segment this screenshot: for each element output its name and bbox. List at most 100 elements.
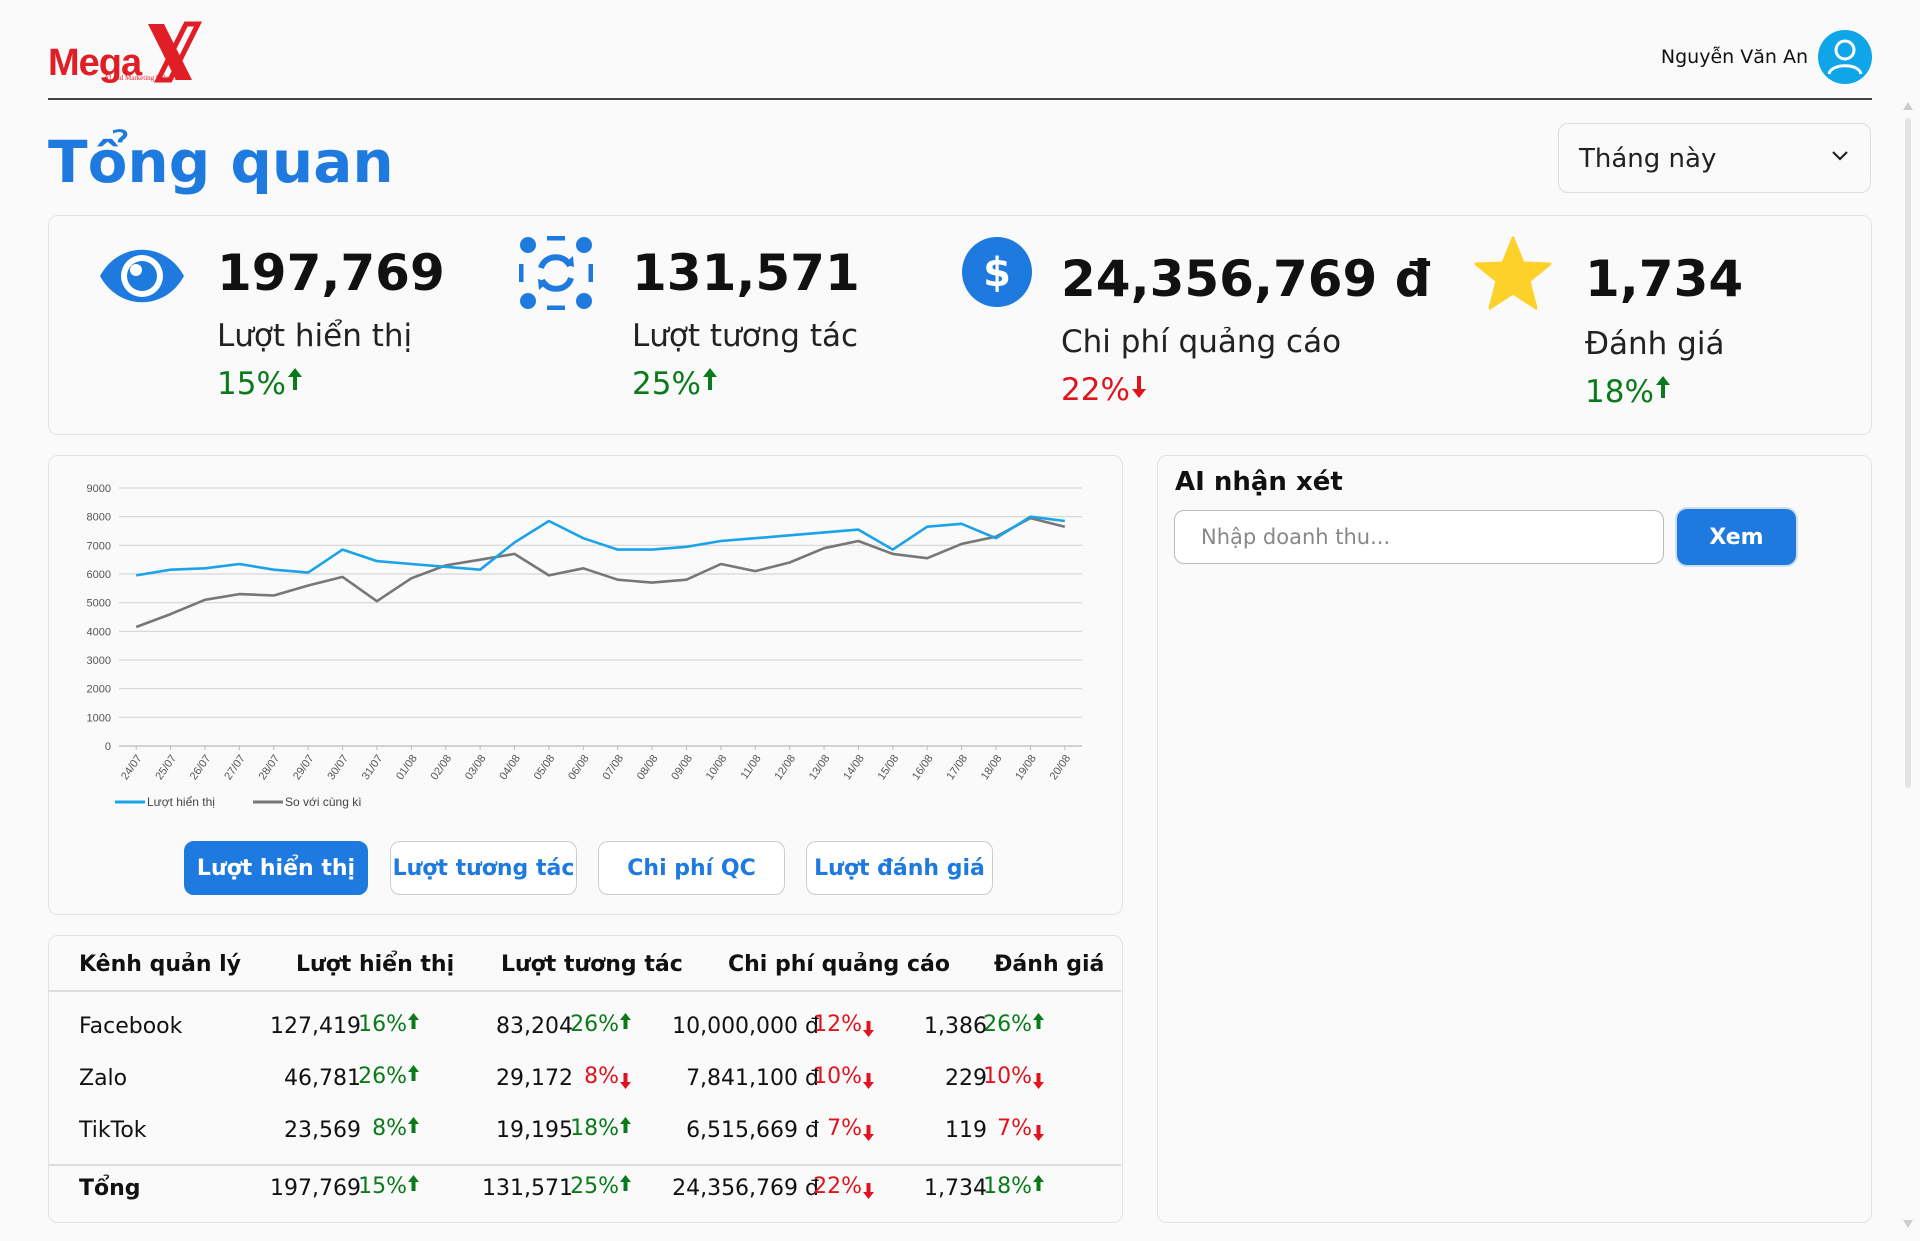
y-tick-label: 5000 xyxy=(87,598,111,610)
period-select-value: Tháng này xyxy=(1579,144,1717,174)
col-header-interactions: Lượt tương tác xyxy=(501,952,683,977)
scrollbar[interactable] xyxy=(1903,100,1913,1230)
star-icon xyxy=(1474,236,1552,310)
header-divider-line xyxy=(49,990,1121,992)
rating-change: 10% xyxy=(983,1064,1045,1090)
x-tick-label: 31/07 xyxy=(360,753,386,782)
arrow-down-icon xyxy=(863,1021,874,1037)
x-tick-label: 19/08 xyxy=(1013,753,1039,782)
cost-change: 12% xyxy=(813,1012,875,1038)
arrow-down-icon xyxy=(863,1183,874,1199)
arrow-down-icon xyxy=(863,1073,874,1089)
col-header-channel: Kênh quản lý xyxy=(79,952,242,977)
series-line xyxy=(135,515,1065,577)
cost-change: 22% xyxy=(813,1174,875,1200)
page-title: Tổng quan xyxy=(48,128,394,196)
col-header-rating: Đánh giá xyxy=(994,952,1105,977)
kpi-interactions-value: 131,571 xyxy=(632,244,860,302)
chevron-down-icon xyxy=(1832,151,1848,161)
inter-change: 25% xyxy=(570,1174,632,1199)
arrow-up-icon xyxy=(408,1065,419,1081)
y-tick-label: 4000 xyxy=(87,626,111,638)
dollar-icon: $ xyxy=(962,237,1032,307)
brand-logo[interactable]: Mega AI and Marketing Solutions xyxy=(48,20,208,90)
x-tick-label: 24/07 xyxy=(119,753,145,782)
x-tick-label: 27/07 xyxy=(222,753,248,782)
inter-value: 83,204 xyxy=(496,1014,573,1039)
kpi-views-change: 15% xyxy=(217,366,304,402)
kpi-summary-card: 197,769 Lượt hiển thị 15% 131,571 Lượt t… xyxy=(48,215,1872,435)
channel-name: Tổng xyxy=(79,1176,141,1201)
channel-table: Kênh quản lý Lượt hiển thị Lượt tương tá… xyxy=(48,935,1123,1223)
x-tick-label: 15/08 xyxy=(876,753,902,782)
user-name[interactable]: Nguyễn Văn An xyxy=(1660,46,1808,68)
arrow-down-icon xyxy=(863,1125,874,1141)
ai-panel: AI nhận xét Xem xyxy=(1157,455,1872,1223)
inter-value: 131,571 xyxy=(482,1176,573,1201)
tab-ratings[interactable]: Lượt đánh giá xyxy=(806,841,993,895)
series-line xyxy=(135,516,1066,629)
x-tick-label: 06/08 xyxy=(566,753,592,782)
rating-value: 119 xyxy=(945,1118,987,1143)
header-divider xyxy=(48,98,1872,100)
logo-x-icon xyxy=(148,21,202,83)
y-tick-label: 3000 xyxy=(87,655,111,667)
views-value: 23,569 xyxy=(284,1118,361,1143)
rating-value: 1,386 xyxy=(924,1014,987,1039)
x-tick-label: 17/08 xyxy=(944,753,970,782)
x-tick-label: 29/07 xyxy=(291,753,317,782)
rating-change: 7% xyxy=(997,1116,1045,1142)
revenue-input[interactable] xyxy=(1174,510,1664,564)
period-select[interactable]: Tháng này xyxy=(1558,123,1871,193)
kpi-cost-label: Chi phí quảng cáo xyxy=(1061,324,1342,360)
x-tick-label: 10/08 xyxy=(704,753,730,782)
arrow-up-icon xyxy=(620,1013,631,1029)
x-tick-label: 26/07 xyxy=(188,753,214,782)
x-tick-label: 08/08 xyxy=(635,753,661,782)
inter-change: 18% xyxy=(570,1116,632,1141)
cost-value: 24,356,769 đ xyxy=(672,1176,819,1201)
view-button[interactable]: Xem xyxy=(1677,509,1796,565)
kpi-views-label: Lượt hiển thị xyxy=(217,318,413,354)
kpi-cost-change: 22% xyxy=(1061,372,1148,408)
x-tick-label: 28/07 xyxy=(257,753,283,782)
y-tick-label: 8000 xyxy=(87,512,111,524)
kpi-rating-value: 1,734 xyxy=(1585,250,1744,308)
x-tick-label: 13/08 xyxy=(807,753,833,782)
tab-interactions[interactable]: Lượt tương tác xyxy=(390,841,577,895)
x-tick-label: 01/08 xyxy=(394,753,420,782)
user-avatar-icon[interactable] xyxy=(1818,30,1872,84)
inter-value: 29,172 xyxy=(496,1066,573,1091)
kpi-interactions-change: 25% xyxy=(632,366,719,402)
x-tick-label: 07/08 xyxy=(601,753,627,782)
x-tick-label: 14/08 xyxy=(841,753,867,782)
views-change: 15% xyxy=(358,1174,420,1199)
views-change: 8% xyxy=(372,1116,420,1141)
legend-label: So với cùng kì xyxy=(285,795,362,809)
arrow-up-icon xyxy=(1655,376,1670,398)
x-tick-label: 12/08 xyxy=(772,753,798,782)
views-value: 127,419 xyxy=(270,1014,361,1039)
tab-views[interactable]: Lượt hiển thị xyxy=(184,841,368,895)
x-tick-label: 25/07 xyxy=(153,753,179,782)
chart-card: 0 1000 2000 3000 4000 5000 6000 7000 8000 9000 24/… xyxy=(48,455,1123,915)
y-tick-label: 2000 xyxy=(87,684,111,696)
tab-ad-cost[interactable]: Chi phí QC xyxy=(598,841,785,895)
brand-name: Mega xyxy=(48,42,142,84)
y-tick-label: 1000 xyxy=(87,712,111,724)
x-tick-label: 20/08 xyxy=(1048,753,1074,782)
inter-change: 26% xyxy=(570,1012,632,1037)
views-change: 26% xyxy=(358,1064,420,1089)
x-tick-label: 09/08 xyxy=(669,753,695,782)
kpi-rating-label: Đánh giá xyxy=(1585,326,1725,362)
legend-label: Lượt hiển thị xyxy=(147,795,215,809)
channel-name: Facebook xyxy=(79,1014,183,1039)
arrow-up-icon xyxy=(1033,1175,1044,1191)
brand-tagline: AI and Marketing Solutions xyxy=(104,74,183,82)
cost-change: 10% xyxy=(813,1064,875,1090)
col-header-views: Lượt hiển thị xyxy=(296,952,455,977)
cost-value: 6,515,669 đ xyxy=(686,1118,819,1143)
eye-icon xyxy=(100,249,184,303)
col-header-cost: Chi phí quảng cáo xyxy=(728,952,950,977)
y-tick-label: 0 xyxy=(105,741,111,753)
